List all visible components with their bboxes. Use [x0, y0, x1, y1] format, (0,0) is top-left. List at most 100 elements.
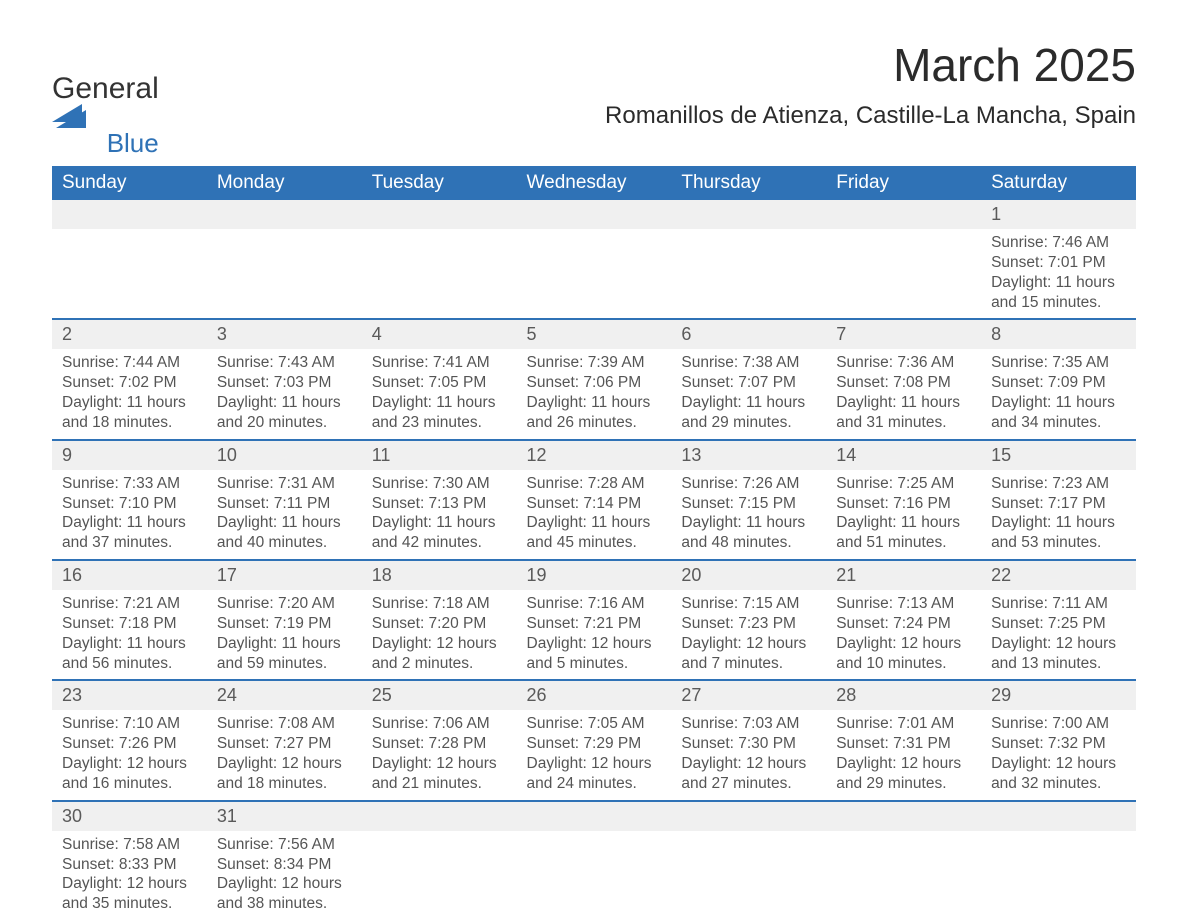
day-sunset: Sunset: 7:18 PM	[62, 614, 197, 634]
day-details-cell: Sunrise: 7:26 AMSunset: 7:15 PMDaylight:…	[671, 470, 826, 560]
day-details-cell	[362, 831, 517, 920]
day-daylight2: and 51 minutes.	[836, 533, 971, 553]
logo-text: General Blue	[52, 74, 159, 156]
day-daylight1: Daylight: 12 hours	[372, 754, 507, 774]
day-sunset: Sunset: 7:08 PM	[836, 373, 971, 393]
day-number-cell: 18	[362, 560, 517, 590]
day-daylight1: Daylight: 11 hours	[217, 634, 352, 654]
day-sunset: Sunset: 7:01 PM	[991, 253, 1126, 273]
day-sunrise: Sunrise: 7:43 AM	[217, 353, 352, 373]
day-number-cell	[362, 801, 517, 831]
day-daylight1: Daylight: 11 hours	[217, 393, 352, 413]
day-number-cell	[981, 801, 1136, 831]
day-daylight2: and 48 minutes.	[681, 533, 816, 553]
day-sunset: Sunset: 7:03 PM	[217, 373, 352, 393]
week-daynum-row: 1	[52, 200, 1136, 229]
day-number-cell: 17	[207, 560, 362, 590]
day-sunrise: Sunrise: 7:38 AM	[681, 353, 816, 373]
day-number-cell: 11	[362, 440, 517, 470]
logo-line1: General	[52, 72, 159, 105]
day-sunset: Sunset: 7:05 PM	[372, 373, 507, 393]
day-details-cell: Sunrise: 7:31 AMSunset: 7:11 PMDaylight:…	[207, 470, 362, 560]
day-sunset: Sunset: 7:10 PM	[62, 494, 197, 514]
day-sunset: Sunset: 7:30 PM	[681, 734, 816, 754]
day-sunset: Sunset: 7:15 PM	[681, 494, 816, 514]
day-sunrise: Sunrise: 7:28 AM	[527, 474, 662, 494]
day-sunrise: Sunrise: 7:11 AM	[991, 594, 1126, 614]
weekday-header: Wednesday	[517, 166, 672, 200]
day-number-cell	[207, 200, 362, 229]
day-number-cell: 1	[981, 200, 1136, 229]
day-number-cell: 23	[52, 680, 207, 710]
day-sunset: Sunset: 7:23 PM	[681, 614, 816, 634]
day-daylight2: and 7 minutes.	[681, 654, 816, 674]
title-block: March 2025 Romanillos de Atienza, Castil…	[605, 38, 1136, 142]
day-number-cell: 20	[671, 560, 826, 590]
topbar: General Blue March 2025 Romanillos de At…	[52, 38, 1136, 156]
day-sunset: Sunset: 7:27 PM	[217, 734, 352, 754]
logo: General Blue	[52, 74, 159, 156]
day-sunset: Sunset: 7:20 PM	[372, 614, 507, 634]
day-sunrise: Sunrise: 7:10 AM	[62, 714, 197, 734]
day-daylight1: Daylight: 12 hours	[991, 754, 1126, 774]
day-daylight2: and 10 minutes.	[836, 654, 971, 674]
calendar-page: General Blue March 2025 Romanillos de At…	[0, 0, 1188, 918]
day-details-cell: Sunrise: 7:05 AMSunset: 7:29 PMDaylight:…	[517, 710, 672, 800]
day-details-cell: Sunrise: 7:43 AMSunset: 7:03 PMDaylight:…	[207, 349, 362, 439]
day-daylight2: and 27 minutes.	[681, 774, 816, 794]
day-details-cell: Sunrise: 7:06 AMSunset: 7:28 PMDaylight:…	[362, 710, 517, 800]
day-number-cell: 9	[52, 440, 207, 470]
day-sunset: Sunset: 7:21 PM	[527, 614, 662, 634]
day-daylight1: Daylight: 11 hours	[62, 634, 197, 654]
day-details-cell: Sunrise: 7:11 AMSunset: 7:25 PMDaylight:…	[981, 590, 1136, 680]
day-daylight2: and 16 minutes.	[62, 774, 197, 794]
day-sunset: Sunset: 7:25 PM	[991, 614, 1126, 634]
day-daylight1: Daylight: 12 hours	[991, 634, 1126, 654]
day-daylight1: Daylight: 12 hours	[372, 634, 507, 654]
day-daylight2: and 26 minutes.	[527, 413, 662, 433]
day-sunset: Sunset: 7:13 PM	[372, 494, 507, 514]
day-sunset: Sunset: 7:11 PM	[217, 494, 352, 514]
day-sunrise: Sunrise: 7:41 AM	[372, 353, 507, 373]
day-number-cell	[517, 200, 672, 229]
day-daylight2: and 53 minutes.	[991, 533, 1126, 553]
day-daylight2: and 59 minutes.	[217, 654, 352, 674]
day-daylight1: Daylight: 11 hours	[681, 513, 816, 533]
day-sunrise: Sunrise: 7:35 AM	[991, 353, 1126, 373]
day-sunset: Sunset: 7:24 PM	[836, 614, 971, 634]
day-sunrise: Sunrise: 7:39 AM	[527, 353, 662, 373]
day-sunrise: Sunrise: 7:36 AM	[836, 353, 971, 373]
day-daylight2: and 38 minutes.	[217, 894, 352, 914]
day-number-cell	[362, 200, 517, 229]
day-details-cell: Sunrise: 7:56 AMSunset: 8:34 PMDaylight:…	[207, 831, 362, 920]
week-daynum-row: 3031	[52, 801, 1136, 831]
weekday-header: Saturday	[981, 166, 1136, 200]
day-sunset: Sunset: 7:28 PM	[372, 734, 507, 754]
day-daylight2: and 15 minutes.	[991, 293, 1126, 313]
day-daylight2: and 24 minutes.	[527, 774, 662, 794]
day-sunset: Sunset: 7:07 PM	[681, 373, 816, 393]
day-details-cell: Sunrise: 7:39 AMSunset: 7:06 PMDaylight:…	[517, 349, 672, 439]
day-details-cell: Sunrise: 7:58 AMSunset: 8:33 PMDaylight:…	[52, 831, 207, 920]
day-sunrise: Sunrise: 7:18 AM	[372, 594, 507, 614]
day-sunset: Sunset: 7:31 PM	[836, 734, 971, 754]
day-details-cell	[517, 229, 672, 319]
day-sunrise: Sunrise: 7:33 AM	[62, 474, 197, 494]
day-number-cell: 22	[981, 560, 1136, 590]
title-location: Romanillos de Atienza, Castille-La Manch…	[605, 102, 1136, 130]
logo-line2: Blue	[52, 130, 159, 156]
day-details-cell	[671, 229, 826, 319]
day-details-cell: Sunrise: 7:03 AMSunset: 7:30 PMDaylight:…	[671, 710, 826, 800]
day-sunrise: Sunrise: 7:06 AM	[372, 714, 507, 734]
day-daylight2: and 42 minutes.	[372, 533, 507, 553]
day-details-cell	[671, 831, 826, 920]
day-daylight1: Daylight: 12 hours	[681, 754, 816, 774]
day-daylight1: Daylight: 12 hours	[836, 634, 971, 654]
day-sunset: Sunset: 7:06 PM	[527, 373, 662, 393]
day-sunrise: Sunrise: 7:05 AM	[527, 714, 662, 734]
day-details-cell: Sunrise: 7:00 AMSunset: 7:32 PMDaylight:…	[981, 710, 1136, 800]
day-sunrise: Sunrise: 7:23 AM	[991, 474, 1126, 494]
day-number-cell: 30	[52, 801, 207, 831]
day-number-cell: 10	[207, 440, 362, 470]
day-daylight2: and 56 minutes.	[62, 654, 197, 674]
